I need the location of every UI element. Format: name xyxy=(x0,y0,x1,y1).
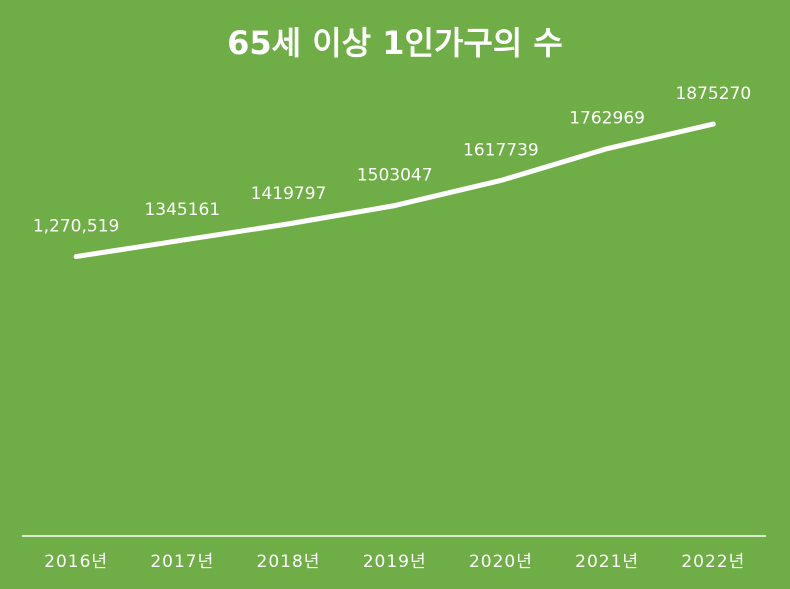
data-label: 1419797 xyxy=(251,184,327,204)
data-label: 1503047 xyxy=(357,166,433,186)
x-tick-label: 2022년 xyxy=(681,552,745,572)
data-label: 1875270 xyxy=(675,84,751,104)
x-tick-label: 2017년 xyxy=(150,552,214,572)
data-label: 1762969 xyxy=(569,109,645,129)
data-label: 1617739 xyxy=(463,140,539,160)
data-line xyxy=(73,121,716,260)
data-label: 1,270,519 xyxy=(33,217,120,237)
x-tick-label: 2016년 xyxy=(44,552,108,572)
data-label: 1345161 xyxy=(144,200,220,220)
x-tick-label: 2021년 xyxy=(575,552,639,572)
x-tick-label: 2018년 xyxy=(257,552,321,572)
chart-title: 65세 이상 1인가구의 수 xyxy=(227,24,563,62)
x-tick-label: 2020년 xyxy=(469,552,533,572)
x-tick-label: 2019년 xyxy=(363,552,427,572)
